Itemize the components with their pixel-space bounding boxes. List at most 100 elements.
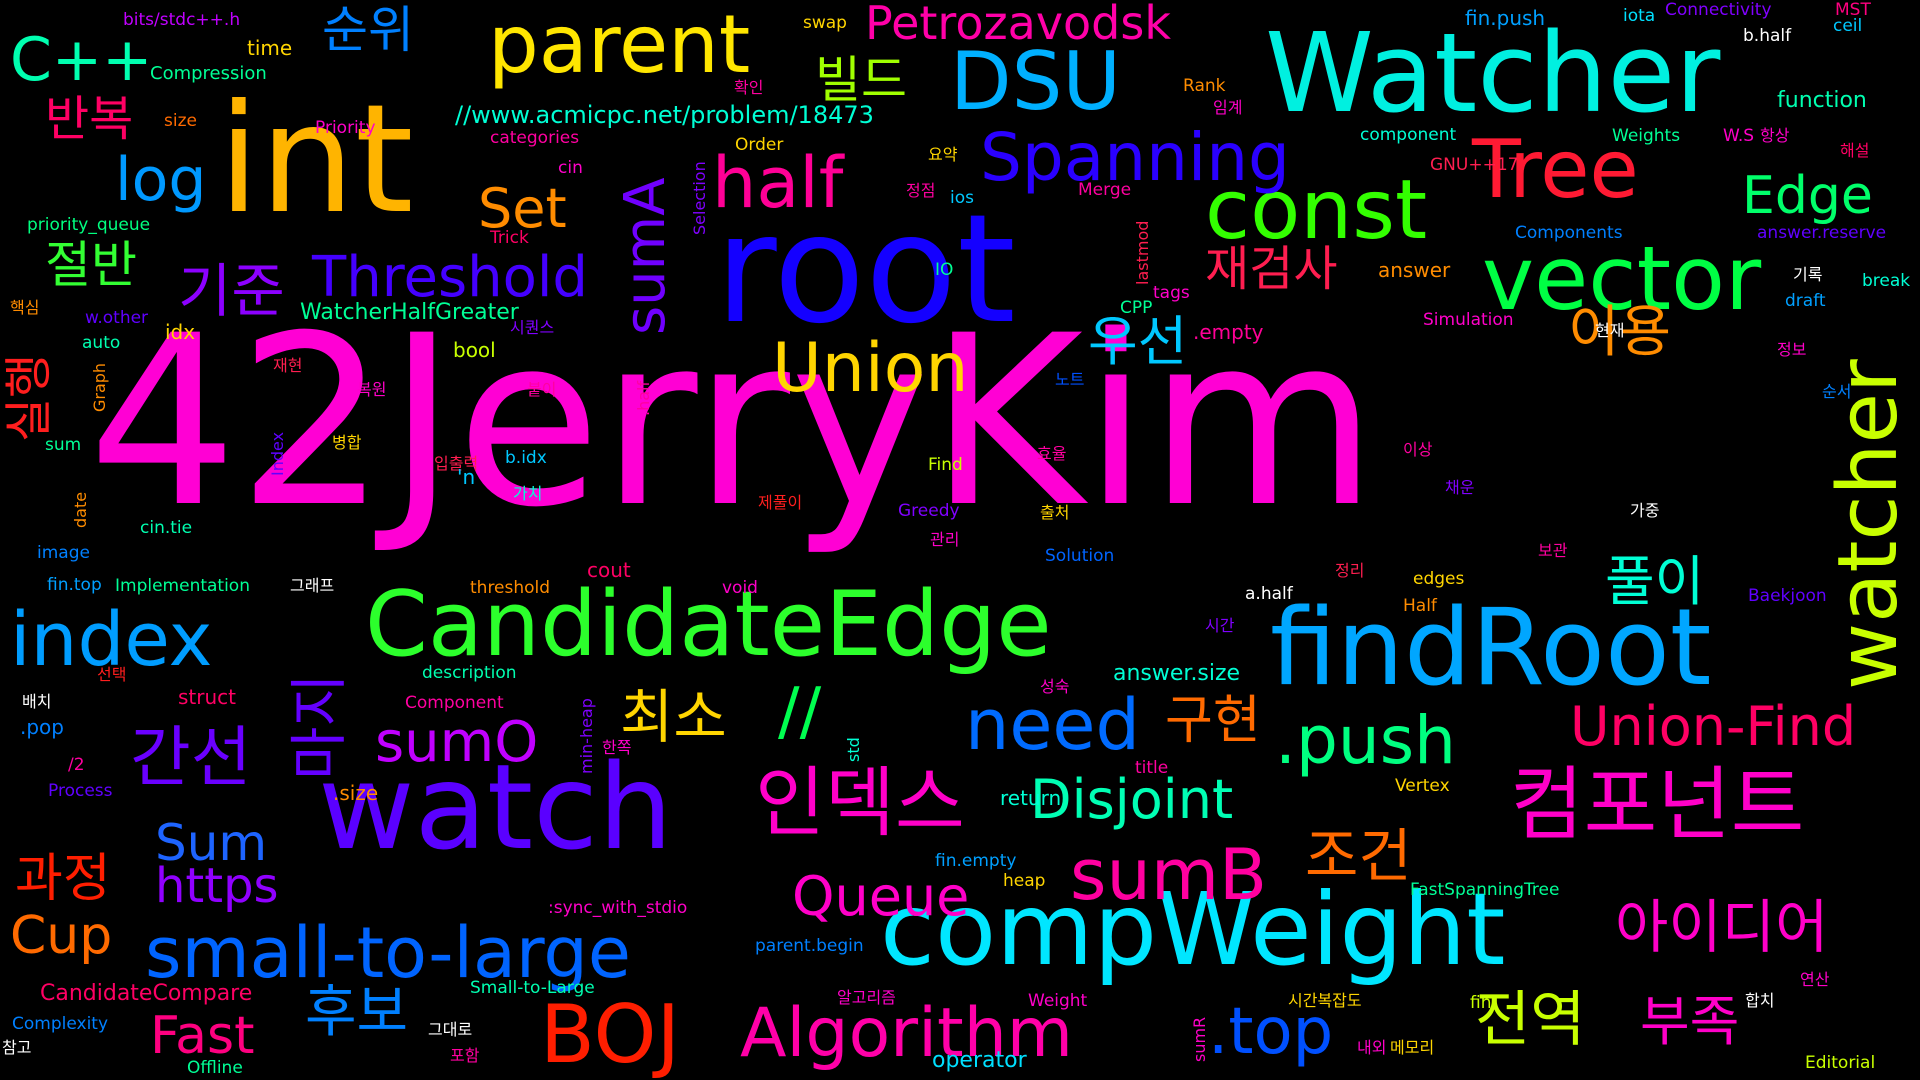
word-find: Find [928,455,963,475]
word-components: Components [1515,223,1623,243]
word-last-kr-vertical: 마지 [285,673,353,780]
word-operator: operator [932,1048,1027,1073]
word-cpp: C++ [10,25,153,95]
word-sumr-vertical: sumR [1190,1016,1209,1062]
word-threshold-kr: 임계 [1213,98,1243,117]
word-priority-queue: priority_queue [27,215,151,235]
word-sum-cap: Sum [155,814,268,872]
word-bits-stdc: bits/stdc++.h [123,10,241,30]
word-vertex: Vertex [1395,776,1450,796]
word-core-kr: 핵심 [10,298,40,317]
word-restore-kr: 복원 [357,380,387,399]
word-candidatecompare: CandidateCompare [40,981,253,1006]
word-categories: categories [490,128,580,148]
word-half-kr: 절반 [45,236,137,294]
word-record-kr: 기록 [1793,265,1823,284]
word-min-heap-vertical: min-heap [577,698,596,774]
word-operation-kr: 연산 [1800,970,1830,989]
word-offline: Offline [187,1058,243,1078]
word-rank-kr: 순위 [322,1,414,59]
word-index: index [10,597,213,683]
word-push: .push [1275,702,1456,779]
word-function: function [1777,88,1867,113]
word-always-kr: 항상 [1760,126,1790,145]
word-connectivity: Connectivity [1665,0,1772,20]
word-union-find: Union-Find [1570,695,1857,758]
word-asis-kr: 그대로 [428,1020,473,1039]
word-global-kr: 전역 [1475,985,1586,1055]
word-small-to-large: small-to-large [145,912,631,994]
word-need: need [965,684,1140,766]
word-half: half [712,142,844,224]
word-suma-vertical: sumA [613,177,678,335]
word-reference-kr: 참고 [2,1038,32,1057]
word-graph-vertical: Graph [90,362,109,412]
word-lack-kr: 부족 [1640,990,1740,1053]
word-vertex-kr: 정점 [906,181,936,200]
word-run-kr-vertical: 실행 [1,353,57,442]
word-fin-empty: fin.empty [935,851,1017,871]
word-answer: answer [1378,258,1451,282]
word-baekjoon: Baekjoon [1748,586,1827,606]
word-ios: ios [950,188,974,208]
word-oneside-kr: 한쪽 [602,738,632,757]
word-merge: Merge [1078,180,1132,200]
word-candidate-kr: 후보 [305,980,409,1045]
word-dsu: DSU [950,35,1121,128]
word-time-kr: 시간 [1205,616,1235,635]
word-watcher: Watcher [1265,9,1721,137]
word-order: Order [735,135,784,155]
word-cup: Cup [10,906,113,966]
word-layout-kr: 배치 [22,692,52,711]
word-criterion-kr: 기준 [178,257,285,325]
word-slashes: // [778,675,822,749]
word-sumb: sumB [1070,834,1268,916]
word-keep-kr: 보관 [1538,541,1568,560]
word-https: https [155,858,279,914]
word-weights: Weights [1612,126,1681,146]
word-idx: idx [165,320,196,344]
word-component: component [1360,125,1457,145]
word-fastspanningtree: FastSpanningTree [1410,880,1560,900]
word-graph-kr: 그래프 [290,576,335,595]
word-repeat-kr: 반복 [45,91,134,147]
word-b-half: b.half [1743,26,1792,46]
word-description: description [422,663,517,683]
word-component-cap: Component [405,693,504,713]
word-fin-push: fin.push [1465,6,1546,30]
word-root: root [715,183,1016,357]
word-manage-kr: 관리 [930,530,960,549]
word-auto: auto [82,333,121,353]
word-const: const [1205,163,1428,258]
word-watcher-vertical: watcher [1821,359,1916,690]
word-return: return [1000,786,1062,810]
word-include-kr: 포함 [450,1046,480,1065]
word-compression: Compression [150,63,267,84]
word-order-kr: 순서 [1822,382,1852,401]
word-edges: edges [1413,569,1465,589]
word-boj: BOJ [540,988,681,1080]
word-priority: Priority [315,118,376,138]
word-a-half: a.half [1245,584,1293,604]
word-w-other: w.other [85,308,149,328]
word-title: title [1135,758,1169,778]
word-tags: tags [1153,283,1190,303]
word-set: Set [478,177,567,240]
word-trick: Trick [490,228,529,248]
word-time: time [247,36,293,60]
word-memory-kr: 메모리 [1390,1038,1435,1057]
word-fast: Fast [150,1006,255,1066]
word-lastmod-vertical: lastmod [1133,220,1152,285]
word-spanning: Spanning [980,119,1290,196]
word-index-vertical: Index [268,431,287,476]
word-solution-kr: 풀이 [1605,550,1705,613]
word-index-kr: 인덱스 [755,758,965,847]
word-weight: Weight [1028,991,1088,1011]
word-bool: bool [453,338,496,362]
word-int: int [218,73,414,247]
word-editorial-kr: 해설 [1840,141,1870,160]
word-date-vertical: date [71,491,90,528]
word-complexity: Complexity [12,1014,109,1034]
word-priority-kr: 우선 [1088,310,1188,373]
word-threshold: Threshold [312,245,588,310]
